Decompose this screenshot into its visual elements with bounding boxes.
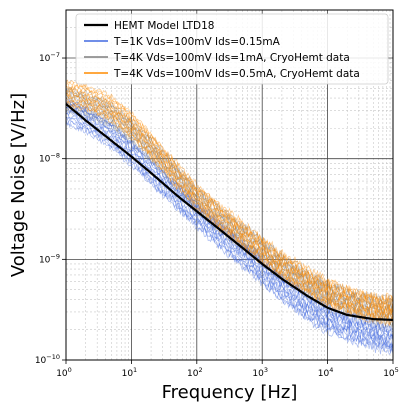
- series-trace: [65, 90, 394, 310]
- series-trace: [65, 119, 394, 353]
- series-trace: [65, 111, 394, 346]
- series-trace: [65, 103, 394, 327]
- series-trace: [65, 100, 394, 334]
- series-trace: [65, 90, 394, 315]
- series-trace: [65, 83, 394, 305]
- series-trace: [65, 85, 394, 309]
- series-trace: [65, 120, 394, 355]
- series-trace: [65, 101, 394, 337]
- series-trace: [65, 103, 394, 326]
- series-trace: [65, 112, 394, 349]
- series-trace: [65, 106, 394, 340]
- x-axis-title: Frequency [Hz]: [162, 382, 298, 403]
- series-band: [65, 97, 394, 355]
- y-tick-label: 10−9: [39, 252, 60, 265]
- y-tick-label: 10−8: [39, 152, 60, 165]
- plot-frame: [65, 9, 394, 361]
- legend-box: [75, 13, 389, 85]
- series-trace: [65, 95, 394, 315]
- series-trace: [65, 81, 394, 305]
- series-trace: [65, 107, 394, 329]
- series-trace: [65, 89, 394, 310]
- series-trace: [66, 118, 394, 353]
- series-band: [65, 86, 394, 329]
- series-band: [65, 79, 394, 327]
- series-trace: [65, 107, 394, 329]
- series-trace: [65, 88, 394, 312]
- x-tick-label: 103: [252, 366, 268, 379]
- x-tick-label: 105: [383, 366, 399, 379]
- x-tick-label: 102: [187, 366, 203, 379]
- x-tick-label: 100: [56, 366, 72, 379]
- series-trace: [65, 109, 394, 343]
- series-trace: [65, 93, 394, 316]
- series-trace: [65, 116, 394, 351]
- series-trace: [66, 99, 394, 322]
- series-trace: [65, 97, 394, 317]
- series-trace: [65, 100, 394, 322]
- y-tick-label: 10−10: [35, 353, 60, 366]
- x-tick-label: 101: [122, 366, 138, 379]
- plot-series: [65, 79, 394, 355]
- y-tick-label: 10−7: [39, 51, 60, 64]
- legend-label: T=4K Vds=100mV Ids=1mA, CryoHemt data: [113, 52, 350, 64]
- series-trace: [65, 87, 394, 312]
- series-trace: [65, 92, 394, 316]
- model-line: [65, 103, 393, 321]
- series-trace: [65, 99, 394, 322]
- legend-label: T=4K Vds=100mV Ids=0.5mA, CryoHemt data: [113, 68, 360, 80]
- series-trace: [65, 79, 394, 303]
- series-trace: [65, 101, 394, 324]
- legend-label: T=1K Vds=100mV Ids=0.15mA: [113, 36, 281, 48]
- series-trace: [65, 86, 394, 307]
- series-trace: [65, 92, 394, 314]
- series-trace: [65, 96, 394, 320]
- series-trace: [65, 106, 394, 342]
- legend: HEMT Model LTD18 T=1K Vds=100mV Ids=0.15m…: [75, 13, 389, 85]
- y-axis-title: Voltage Noise [V/Hz]: [8, 93, 29, 277]
- axis-ticks: 100 101 102 103 104 105 10−10 10−9 10−8 10−7: [35, 51, 399, 379]
- series-trace: [65, 96, 394, 317]
- x-tick-label: 104: [318, 366, 334, 379]
- series-trace: [65, 86, 394, 309]
- legend-label: HEMT Model LTD18: [114, 20, 214, 32]
